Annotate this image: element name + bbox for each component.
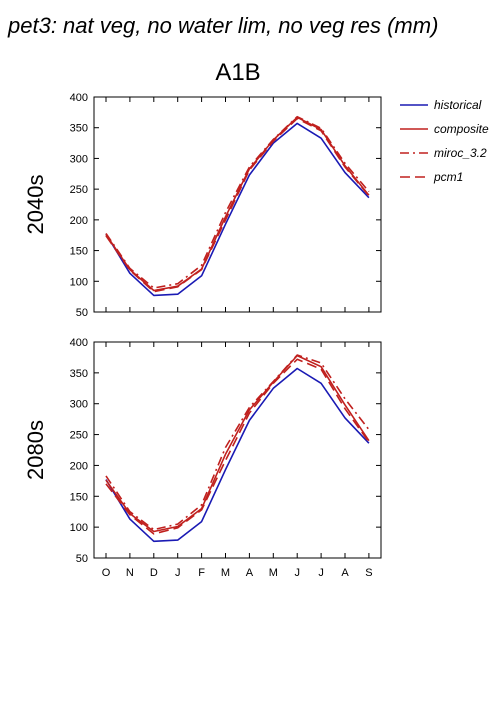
x-tick-label: M	[221, 567, 230, 579]
x-tick-label: S	[365, 567, 372, 579]
series-line-pcm1	[105, 117, 370, 293]
y-tick-label: 250	[70, 430, 88, 442]
legend: historical composite miroc_3.2 pcm1	[400, 98, 489, 184]
x-tick-label: J	[318, 567, 324, 579]
x-tick-label: M	[269, 567, 278, 579]
panel-2040s: 50 100 150 200 250 300 350 400 2040s	[23, 92, 382, 319]
series-line-composite	[105, 116, 370, 292]
y-tick-label: 50	[76, 307, 88, 319]
y-tick-label: 350	[70, 123, 88, 135]
y-tick-label: 400	[70, 92, 88, 104]
x-tick-label: A	[341, 567, 349, 579]
y-tick-label: 400	[70, 337, 88, 349]
legend-label: pcm1	[433, 170, 463, 184]
x-tick-label: J	[175, 567, 181, 579]
legend-label: miroc_3.2	[434, 146, 487, 160]
x-tick-label: F	[198, 567, 205, 579]
y-tick-label: 300	[70, 153, 88, 165]
x-tick-label: A	[246, 567, 254, 579]
row-label: 2080s	[23, 420, 48, 480]
series-line-miroc-3-2	[105, 115, 370, 289]
x-tick-label: J	[294, 567, 300, 579]
y-tick-label: 150	[70, 246, 88, 258]
y-tick-label: 50	[76, 553, 88, 565]
x-tick-label: O	[102, 567, 111, 579]
legend-label: composite	[434, 122, 489, 136]
y-tick-label: 150	[70, 491, 88, 503]
figure-title: pet3: nat veg, no water lim, no veg res …	[7, 13, 438, 38]
series-line-historical	[105, 367, 370, 543]
scenario-title: A1B	[215, 59, 260, 86]
x-tick-label: N	[126, 567, 134, 579]
plot-frame	[93, 96, 382, 313]
series-line-historical	[105, 122, 370, 297]
series-line-pcm1	[105, 358, 370, 535]
y-tick-label: 200	[70, 460, 88, 472]
row-label: 2040s	[23, 175, 48, 235]
y-tick-label: 200	[70, 215, 88, 227]
x-tick-label: D	[150, 567, 158, 579]
y-tick-label: 100	[70, 522, 88, 534]
y-tick-label: 100	[70, 276, 88, 288]
series-line-composite	[105, 354, 370, 533]
y-tick-label: 350	[70, 368, 88, 380]
panel-2080s: 50 100 150 200 250 300 350 400 O N D J F M A M J J A S 2080s	[23, 337, 382, 579]
y-tick-label: 250	[70, 184, 88, 196]
legend-label: historical	[434, 98, 482, 112]
y-tick-label: 300	[70, 399, 88, 411]
series-line-miroc-3-2	[105, 354, 370, 531]
plot-frame	[93, 341, 382, 559]
